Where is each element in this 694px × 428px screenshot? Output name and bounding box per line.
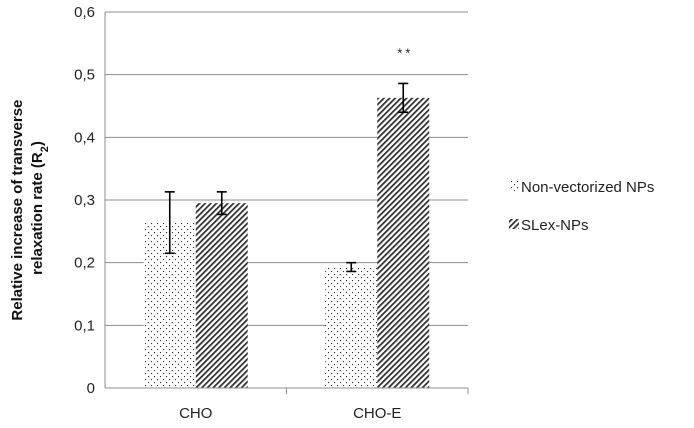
y-tick-label: 0,4: [74, 129, 95, 146]
y-tick-label: 0,2: [74, 255, 95, 272]
x-tick-label: CHO-E: [353, 405, 401, 422]
significance-annotation: **: [397, 45, 413, 60]
y-axis-label: Relative increase of transverse relaxati…: [9, 95, 51, 320]
legend-swatch: [509, 219, 519, 229]
y-tick-label: 0,6: [74, 4, 95, 21]
y-tick-label: 0,5: [74, 67, 95, 84]
legend-label: Non-vectorized NPs: [521, 179, 654, 196]
tick-labels: 0 0,1 0,2 0,3 0,4 0,5 0,6 CHO CHO-E: [74, 4, 401, 422]
legend: Non-vectorized NPs SLex-NPs: [509, 179, 654, 234]
y-axis-label-close: ): [29, 141, 46, 146]
y-axis-label-line1: Relative increase of transverse: [9, 100, 26, 321]
legend-label: SLex-NPs: [521, 217, 589, 234]
error-bars: [164, 82, 409, 273]
y-axis-label-line2: relaxation rate (R: [29, 152, 46, 275]
legend-swatch: [509, 181, 519, 191]
bar: [377, 97, 430, 388]
bar: [325, 267, 378, 388]
bars: [143, 97, 430, 388]
y-tick-label: 0: [87, 380, 95, 397]
bar: [195, 203, 248, 388]
y-tick-label: 0,1: [74, 317, 95, 334]
x-tick-label: CHO: [179, 405, 212, 422]
y-tick-label: 0,3: [74, 192, 95, 209]
axes: [104, 12, 469, 394]
y-axis-label-subscript: 2: [39, 146, 51, 152]
